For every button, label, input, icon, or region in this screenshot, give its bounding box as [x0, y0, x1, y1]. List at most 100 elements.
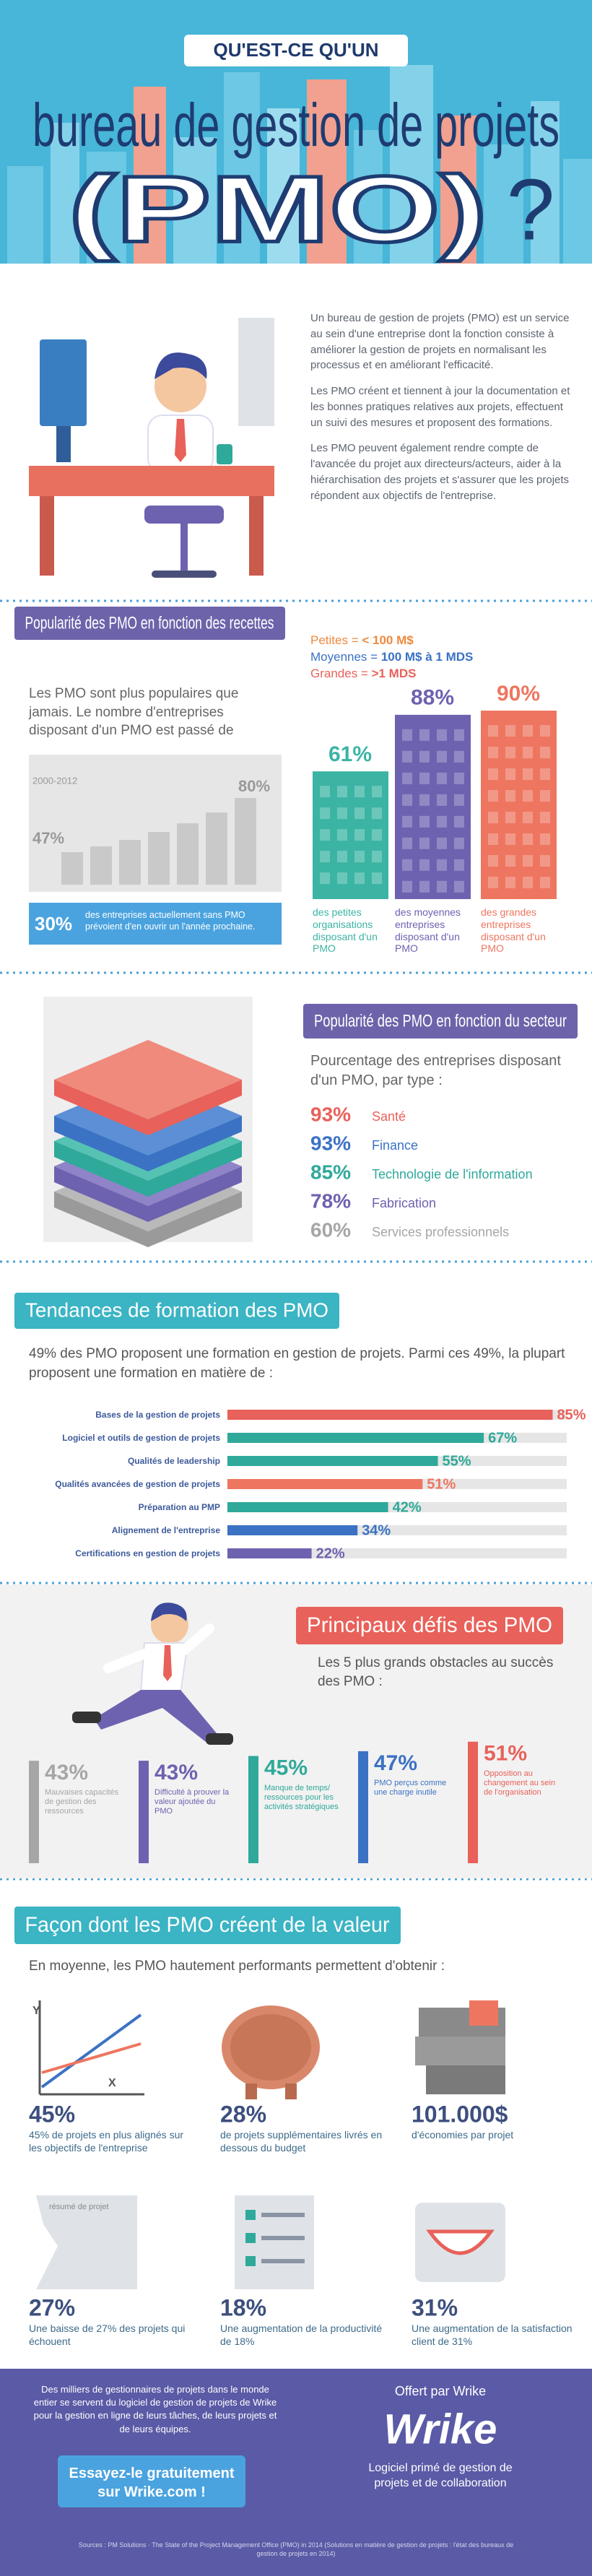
note-text: des entreprises actuellement sans PMO pr…	[85, 910, 256, 932]
window	[402, 729, 412, 741]
layer-top	[54, 1040, 242, 1119]
window	[372, 851, 382, 863]
window	[505, 833, 515, 845]
training-value: 42%	[393, 1499, 422, 1515]
window	[437, 794, 447, 806]
revenue-text: Les PMO sont plus populaires que jamais.…	[29, 686, 239, 739]
value-icons	[36, 2000, 505, 2289]
window	[523, 725, 533, 737]
training-label: Certifications en gestion de projets	[75, 1548, 220, 1558]
training-label: Qualités avancées de gestion de projets	[55, 1479, 220, 1489]
kicker: QU'EST-CE QU'UN	[213, 39, 378, 61]
window	[372, 829, 382, 841]
challenge-value: 51%	[484, 1742, 527, 1766]
window	[337, 872, 347, 885]
sector-lead: Pourcentage des entreprises disposant d'…	[310, 1053, 561, 1088]
training-bar	[227, 1433, 484, 1443]
training-label: Alignement de l'entreprise	[112, 1525, 221, 1535]
window	[320, 829, 330, 841]
value-lead: En moyenne, les PMO hautement performant…	[29, 1959, 445, 1974]
layers-illustration	[54, 1040, 242, 1247]
value-caption: Une augmentation de la productivité de 1…	[220, 2323, 383, 2347]
section-tab	[14, 607, 285, 640]
sector-label: Fabrication	[372, 1196, 436, 1210]
layer-side	[54, 1141, 242, 1197]
window	[454, 750, 464, 763]
window	[454, 837, 464, 849]
challenge-value: 43%	[154, 1761, 198, 1784]
window	[402, 772, 412, 784]
office-illustration	[29, 318, 274, 578]
window	[454, 794, 464, 806]
window	[540, 725, 550, 737]
training-label: Qualités de leadership	[128, 1456, 220, 1466]
window	[437, 815, 447, 828]
training-label: Logiciel et outils de gestion de projets	[62, 1433, 220, 1443]
challenge-caption: Opposition au changement au sein de l'or…	[484, 1769, 556, 1797]
intro-text: Un bureau de gestion de projets (PMO) es…	[310, 311, 570, 513]
window	[540, 768, 550, 780]
sector-label: Santé	[372, 1109, 406, 1124]
revenue-bar	[313, 771, 388, 899]
window	[505, 812, 515, 823]
growth-period: 2000-2012	[32, 775, 77, 786]
sector-value: 85%	[310, 1161, 351, 1183]
window	[437, 859, 447, 871]
training-value: 85%	[557, 1407, 586, 1423]
bar-track	[227, 1548, 567, 1558]
window	[402, 880, 412, 893]
main-title: bureau de gestion de projets	[32, 91, 560, 159]
value-figure: 27%	[29, 2294, 75, 2320]
window	[523, 833, 533, 845]
window	[354, 872, 365, 885]
section-tab	[296, 1607, 563, 1644]
icon-x: X	[108, 2077, 116, 2089]
legend-value: < 100 M$	[362, 633, 414, 647]
revenue-bar-label: 61%	[328, 742, 372, 766]
runner-illustration	[72, 1603, 233, 1745]
window	[402, 750, 412, 763]
paragraph: Les PMO peuvent également rendre compte …	[310, 442, 570, 502]
window	[320, 807, 330, 820]
sector-label: Finance	[372, 1138, 418, 1153]
window	[523, 768, 533, 780]
window	[437, 750, 447, 763]
section-heading: Façon dont les PMO créent de la valeur	[25, 1913, 390, 1937]
window	[454, 729, 464, 741]
footer-text: Des milliers de gestionnaires de projets…	[33, 2384, 277, 2434]
window	[505, 747, 515, 758]
value-figure: 18%	[220, 2294, 266, 2320]
window	[372, 872, 382, 885]
cta-button-bg	[58, 2455, 245, 2507]
window	[402, 815, 412, 828]
window	[419, 815, 430, 828]
value-figure: 101.000$	[412, 2101, 508, 2127]
window	[540, 790, 550, 802]
window	[419, 772, 430, 784]
challenge-bar	[139, 1761, 149, 1863]
value-caption: de projets supplémentaires livrés en des…	[220, 2129, 383, 2154]
window	[523, 877, 533, 888]
window	[488, 855, 498, 867]
window	[523, 747, 533, 758]
sector-label: Services professionnels	[372, 1225, 509, 1239]
window	[454, 772, 464, 784]
revenue-bar-caption: des petites organisations disposant d'un…	[313, 906, 378, 955]
challenge-bar	[468, 1741, 478, 1863]
window	[372, 786, 382, 798]
window	[337, 786, 347, 798]
training-bar	[227, 1525, 358, 1535]
window	[320, 786, 330, 798]
sector-value: 78%	[310, 1189, 351, 1212]
section-heading: Principaux défis des PMO	[307, 1613, 552, 1637]
training-bar	[227, 1502, 388, 1512]
cta-button[interactable]: Essayez-le gratuitement sur Wrike.com !	[69, 2466, 235, 2500]
sector-value: 60%	[310, 1218, 351, 1241]
value-figure: 28%	[220, 2101, 266, 2127]
challenge-bar	[248, 1756, 258, 1863]
revenue-bar	[481, 711, 557, 899]
value-caption: d'économies par projet	[412, 2129, 514, 2141]
logo: Wrike	[384, 2406, 497, 2453]
challenge-value: 47%	[374, 1751, 417, 1775]
